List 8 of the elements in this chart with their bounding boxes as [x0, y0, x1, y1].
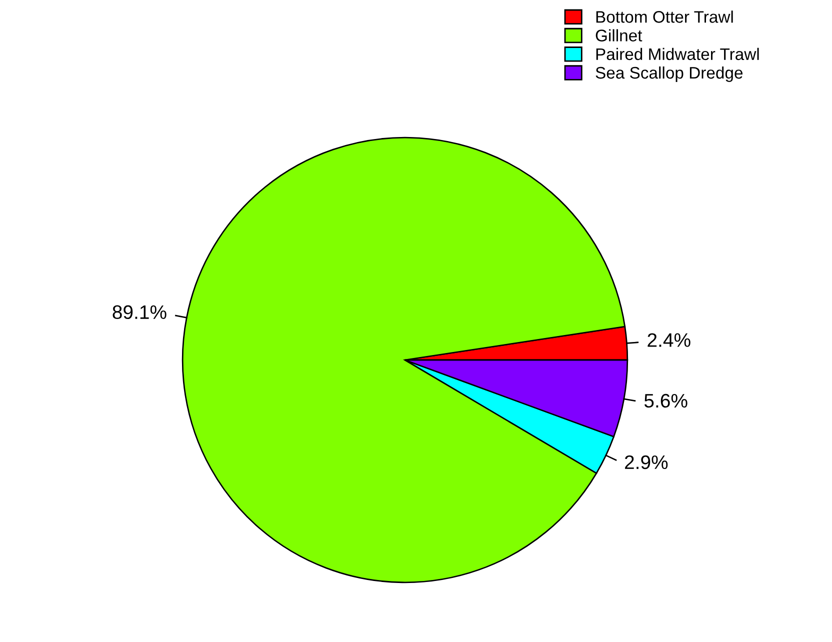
- legend-label: Paired Midwater Trawl: [596, 48, 759, 60]
- legend-label: Sea Scallop Dredge: [596, 66, 742, 82]
- data-label: 89.1%: [112, 305, 166, 320]
- data-label: 2.4%: [648, 333, 690, 347]
- data-label: 2.9%: [624, 455, 668, 470]
- legend-label: Gillnet: [596, 29, 642, 42]
- data-label: 5.6%: [644, 394, 688, 408]
- legend-label: Bottom Otter Trawl: [596, 10, 733, 23]
